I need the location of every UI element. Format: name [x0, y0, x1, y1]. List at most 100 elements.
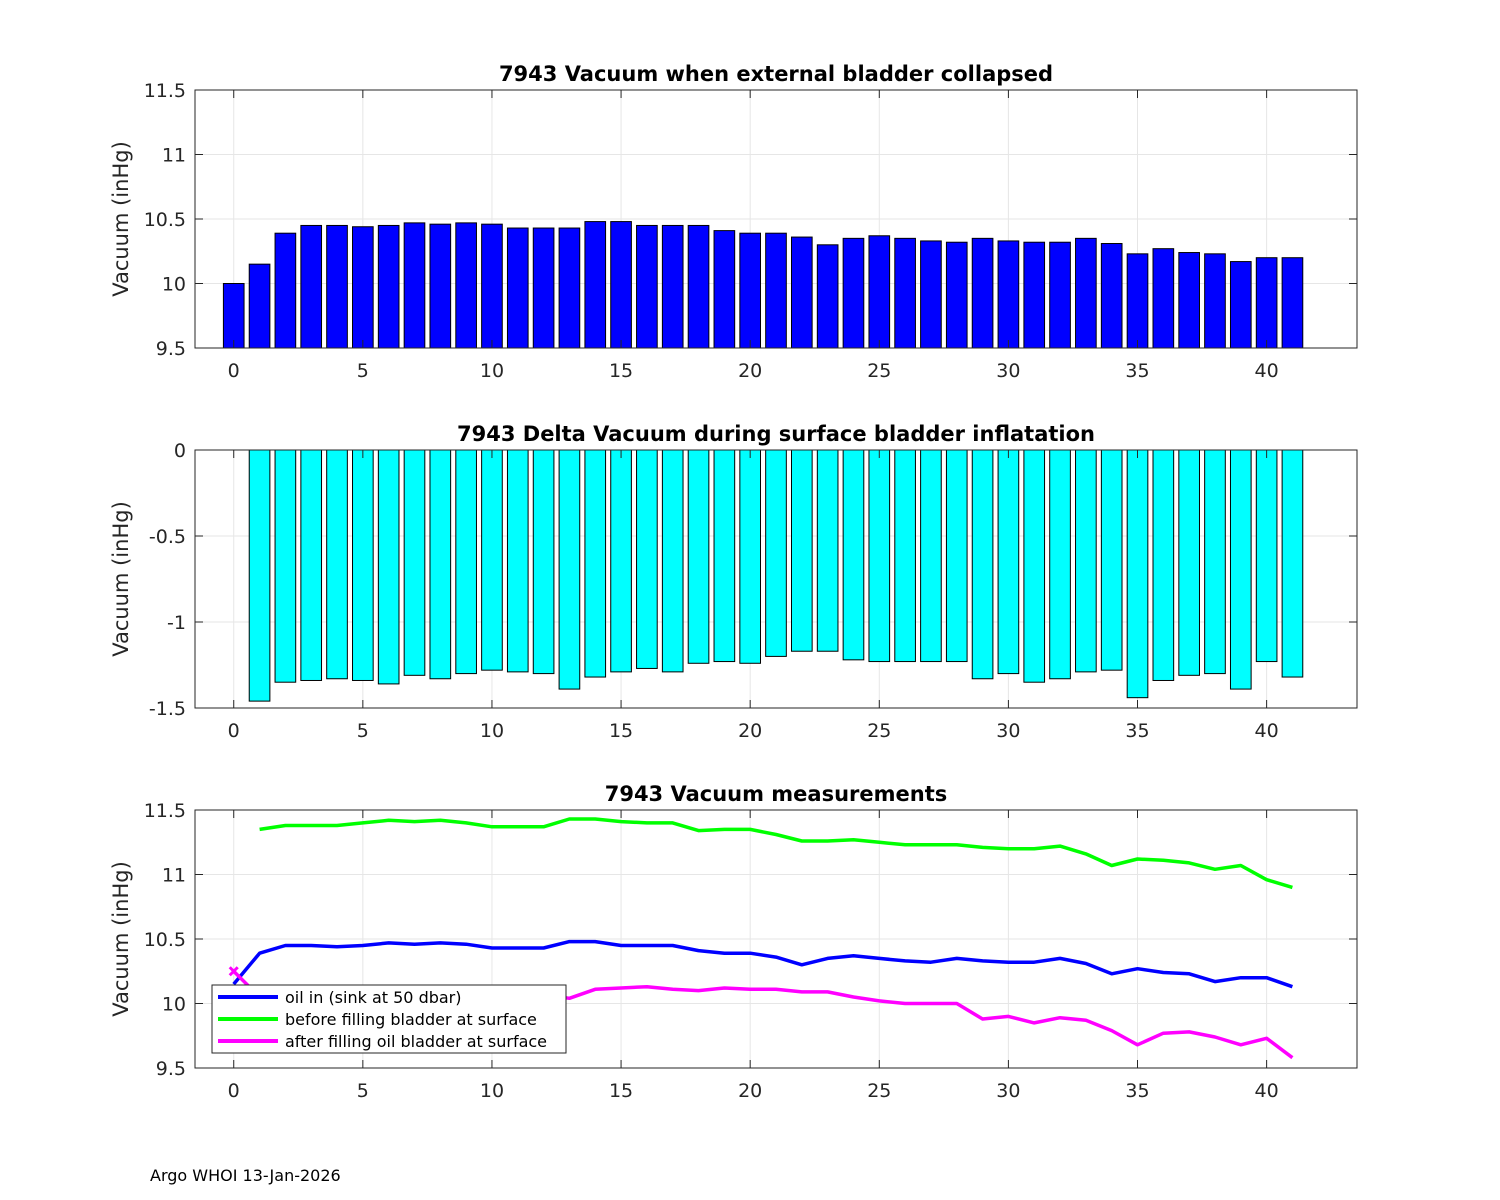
x-tick-label: 20 [738, 1080, 762, 1102]
bar [868, 449, 891, 663]
bar [326, 224, 348, 349]
bar [661, 449, 684, 673]
bar [1204, 449, 1226, 675]
bar [377, 224, 400, 349]
y-axis-label: Vacuum (inHg) [109, 501, 133, 657]
y-tick-label: 11 [162, 145, 186, 167]
x-tick-label: 15 [609, 720, 633, 742]
bar [610, 449, 632, 673]
bar [506, 449, 529, 673]
y-tick-label: 9.5 [156, 1058, 186, 1080]
bar [868, 235, 891, 349]
x-tick-label: 5 [357, 360, 369, 382]
bar [481, 449, 503, 671]
bar [945, 241, 968, 349]
bar [920, 240, 942, 349]
bar [1100, 243, 1123, 349]
bar [1075, 449, 1097, 673]
y-axis-label: Vacuum (inHg) [109, 141, 133, 297]
y-tick-label: 10.5 [144, 209, 186, 231]
bar [713, 449, 736, 663]
series-line-2 [259, 817, 1293, 890]
bar [687, 449, 710, 664]
bar [894, 237, 916, 349]
bar [1281, 449, 1304, 678]
y-tick-label: 11 [162, 865, 186, 887]
legend: oil in (sink at 50 dbar) before filling b… [211, 984, 567, 1054]
bar [532, 449, 555, 675]
bar [790, 449, 813, 652]
bar [1152, 248, 1175, 349]
x-tick-label: 25 [867, 720, 891, 742]
bar [352, 226, 374, 349]
legend-entry: oil in (sink at 50 dbar) [285, 988, 462, 1007]
bar [352, 449, 374, 681]
chart-panel-2: 0 5 10 15 20 25 30 35 40 -1.5 -1 -0.5 0 7943 Delta Va… [109, 422, 1358, 742]
bar [1023, 449, 1046, 683]
bar [1255, 257, 1278, 349]
x-tick-label: 25 [867, 1080, 891, 1102]
bar [610, 221, 632, 349]
x-tick-label: 30 [996, 720, 1020, 742]
y-tick-label: 10.5 [144, 929, 186, 951]
y-tick-label: 0 [174, 440, 186, 462]
bar [713, 230, 736, 349]
footer-label: Argo WHOI 13-Jan-2026 [150, 1166, 341, 1185]
x-tick-label: 15 [609, 1080, 633, 1102]
bar [584, 221, 607, 349]
bar [687, 224, 710, 349]
x-tick-label: 5 [357, 1080, 369, 1102]
bar [945, 449, 968, 663]
bar [997, 240, 1020, 349]
bar [971, 237, 994, 349]
bar [1049, 449, 1071, 680]
bar [1023, 241, 1046, 349]
bar [790, 236, 813, 349]
bar [842, 449, 865, 661]
x-tick-label: 25 [867, 360, 891, 382]
bar [997, 449, 1020, 675]
bar [1204, 253, 1226, 349]
bar [429, 449, 452, 680]
bar [636, 449, 658, 669]
bar [1229, 261, 1252, 349]
y-tick-label: -1 [167, 612, 186, 634]
bar [506, 227, 529, 349]
x-tick-label: 40 [1255, 720, 1279, 742]
chart-panel-1: 0 5 10 15 20 25 30 35 40 9.5 10 10.5 11 11.5 7943 Vacu… [109, 62, 1358, 382]
bar [816, 449, 839, 652]
bar [274, 449, 297, 683]
bar [532, 227, 555, 349]
x-tick-label: 40 [1255, 360, 1279, 382]
bar [300, 449, 323, 681]
bar [661, 224, 684, 349]
x-tick-label: 10 [480, 720, 504, 742]
bar [248, 449, 271, 702]
bar [584, 449, 607, 678]
bar [377, 449, 400, 685]
bar [222, 283, 245, 349]
x-tick-label: 20 [738, 360, 762, 382]
bar [1178, 252, 1200, 349]
x-tick-label: 35 [1125, 1080, 1149, 1102]
bar [1178, 449, 1200, 676]
x-tick-label: 35 [1125, 360, 1149, 382]
bar [920, 449, 942, 663]
x-tick-label: 30 [996, 1080, 1020, 1102]
y-axis-label: Vacuum (inHg) [109, 861, 133, 1017]
legend-entry: before filling bladder at surface [285, 1010, 537, 1029]
bar [558, 227, 581, 349]
bar [1281, 257, 1304, 349]
x-tick-label: 15 [609, 360, 633, 382]
x-tick-label: 0 [228, 360, 240, 382]
bar [300, 224, 323, 349]
bar [455, 449, 477, 675]
bar [842, 237, 865, 349]
bar [558, 449, 581, 690]
x-tick-label: 0 [228, 1080, 240, 1102]
series-line-1 [232, 939, 1293, 989]
x-tick-label: 35 [1125, 720, 1149, 742]
x-tick-label: 20 [738, 720, 762, 742]
bar [1126, 449, 1149, 699]
